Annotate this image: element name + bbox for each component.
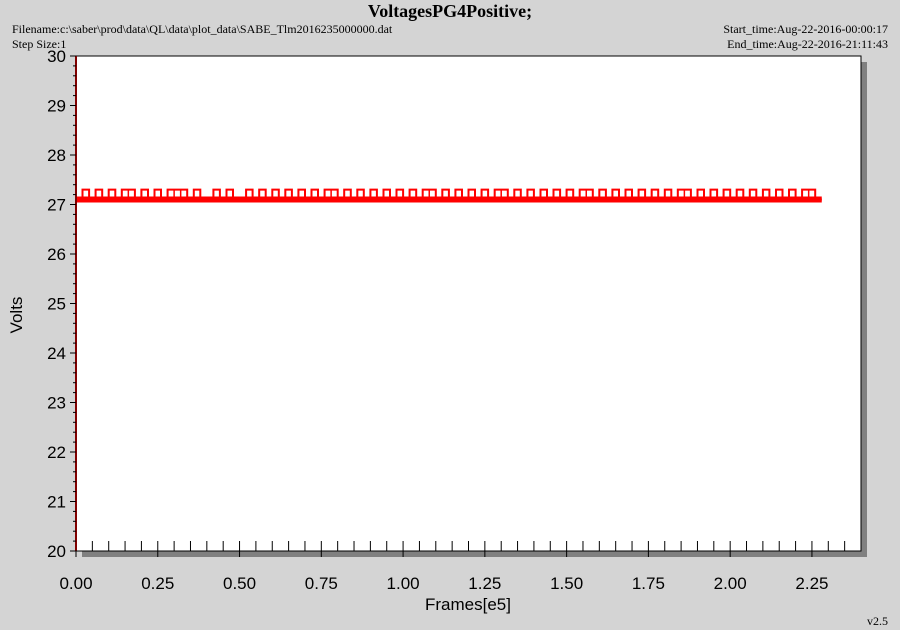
step-size-label: Step Size:1	[12, 37, 67, 51]
y-tick-label: 29	[47, 97, 66, 116]
y-tick-label: 20	[47, 542, 66, 561]
x-tick-label: 1.00	[387, 574, 420, 593]
y-axis: 20 21 22 23 24 25 26 27 28 29 30	[47, 47, 77, 561]
x-tick-label: 0.25	[141, 574, 174, 593]
y-tick-label: 26	[47, 245, 66, 264]
x-tick-label: 0.50	[223, 574, 256, 593]
x-axis: 0.00 0.25 0.50 0.75 1.00 1.25 1.50 1.75 2.00 2.25	[59, 541, 862, 593]
y-tick-label: 28	[47, 146, 66, 165]
y-tick-label: 30	[47, 47, 66, 66]
y-axis-title: Volts	[7, 297, 26, 334]
x-tick-label: 0.00	[59, 574, 92, 593]
series-layer	[75, 56, 822, 551]
x-tick-label: 1.50	[550, 574, 583, 593]
plot-area	[75, 55, 862, 552]
end-time-label: End_time:Aug-22-2016-21:11:43	[727, 37, 888, 51]
y-tick-label: 25	[47, 295, 66, 314]
y-tick-label: 22	[47, 443, 66, 462]
chart-title: VoltagesPG4Positive;	[367, 1, 533, 21]
version-label: v2.5	[867, 614, 888, 628]
y-tick-label: 23	[47, 394, 66, 413]
x-tick-label: 1.75	[632, 574, 665, 593]
x-tick-label: 1.25	[468, 574, 501, 593]
y-tick-label: 24	[47, 344, 66, 363]
x-tick-label: 2.25	[795, 574, 828, 593]
x-tick-label: 2.00	[714, 574, 747, 593]
filename-label: Filename:c:\saber\prod\data\QL\data\plot…	[12, 22, 393, 36]
y-tick-label: 21	[47, 493, 66, 512]
y-tick-label: 27	[47, 196, 66, 215]
x-axis-title: Frames[e5]	[425, 595, 511, 614]
x-tick-label: 0.75	[305, 574, 338, 593]
start-time-label: Start_time:Aug-22-2016-00:00:17	[723, 22, 888, 36]
